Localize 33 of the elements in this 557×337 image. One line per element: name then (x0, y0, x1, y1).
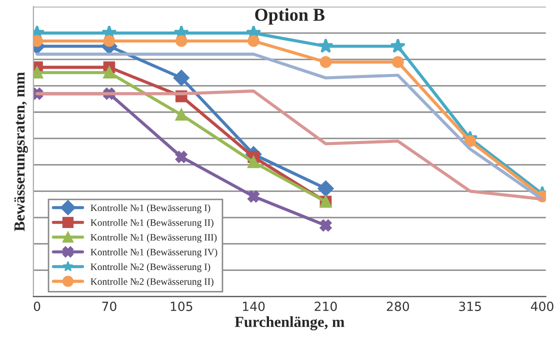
x-axis-title: Furchenlänge, m (234, 316, 344, 330)
x-tick-label: 70 (102, 302, 116, 312)
point (248, 156, 260, 168)
point (248, 35, 260, 47)
point (464, 135, 476, 148)
legend-label: Kontrolle №1 (Bewässerung I) (90, 204, 210, 214)
x-tick-label: 210 (314, 302, 337, 312)
legend-label: Kontrolle №2 (Bewässerung I) (90, 263, 210, 272)
legend-label: Kontrolle №1 (Bewässerung IV) (90, 248, 218, 258)
point (318, 38, 334, 53)
point (248, 190, 260, 202)
x-tick-label: 315 (459, 302, 481, 312)
x-tick-label: 105 (170, 302, 192, 312)
point (318, 180, 334, 196)
x-tick-label: 280 (386, 302, 409, 312)
point (175, 108, 188, 121)
point (392, 56, 404, 68)
point (173, 70, 190, 86)
legend-label: Kontrolle №1 (Bewässerung II) (90, 219, 214, 228)
x-tick-label: 400 (530, 302, 554, 312)
chart-title: Option B (255, 8, 325, 25)
legend-label: Kontrolle №2 (Bewässerung II) (90, 278, 214, 287)
point (320, 56, 332, 68)
point (103, 66, 116, 79)
point (175, 151, 188, 163)
y-axis-title: Bewässerungsraten, mm (14, 72, 28, 232)
point (175, 35, 188, 47)
point (103, 35, 116, 47)
legend-label: Kontrolle №1 (Bewässerung III) (90, 234, 217, 243)
point (390, 38, 406, 53)
x-tick-label: 0 (34, 302, 40, 312)
x-tick-label: 140 (242, 302, 265, 312)
point (320, 220, 332, 232)
